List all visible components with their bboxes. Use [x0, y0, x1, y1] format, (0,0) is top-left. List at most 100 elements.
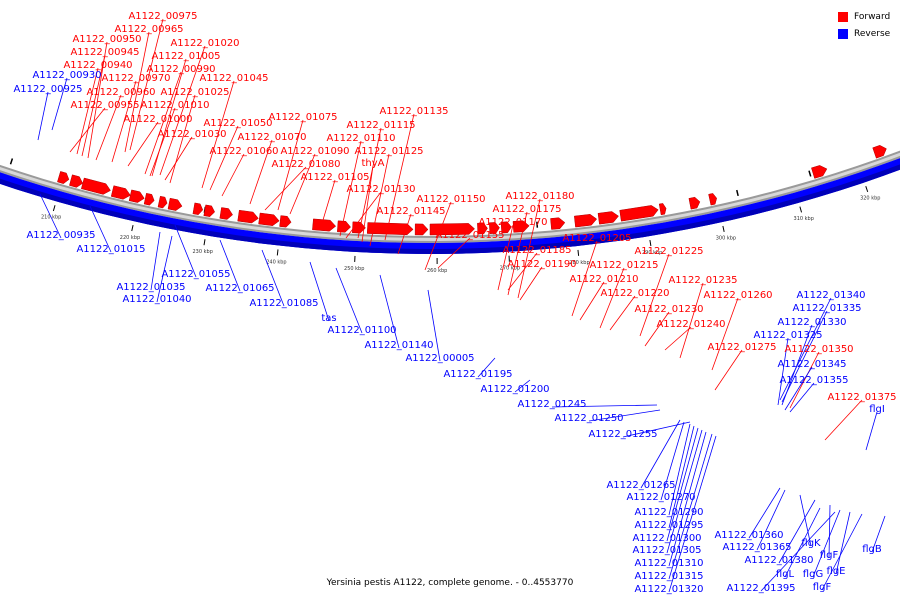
tick-label: 270 kbp: [500, 266, 520, 272]
reverse-gene-label: A1122_01065: [205, 283, 274, 294]
forward-gene: [688, 196, 701, 210]
leader-line: [51, 77, 68, 131]
legend-reverse: Reverse: [838, 25, 890, 42]
tick-label: 300 kbp: [716, 236, 736, 242]
forward-gene-label: A1122_01125: [354, 146, 423, 157]
forward-gene-label: A1122_01130: [346, 184, 415, 195]
forward-gene: [597, 211, 619, 225]
leader-line: [144, 71, 182, 175]
leader-line: [777, 337, 789, 406]
reverse-gene-label: A1122_01195: [443, 369, 512, 380]
reverse-gene-label: A1122_01310: [634, 558, 703, 569]
tick-mark: [865, 186, 869, 193]
forward-gene-label: A1122_01185: [502, 245, 571, 256]
reverse-gene-label: A1122_01340: [796, 290, 865, 301]
forward-gene-label: A1122_01230: [634, 304, 703, 315]
forward-gene: [80, 177, 111, 195]
forward-gene-label: A1122_01235: [668, 275, 737, 286]
leader-line: [778, 499, 816, 564]
leader-line: [345, 191, 382, 239]
leader-line: [335, 267, 363, 334]
leader-line: [39, 193, 62, 239]
leader-line: [639, 253, 670, 337]
leader-line: [339, 140, 362, 237]
leader-line: [571, 240, 598, 317]
leader-line: [599, 267, 625, 329]
forward-gene: [128, 189, 145, 203]
reverse-gene-label: A1122_01255: [588, 429, 657, 440]
leader-line: [209, 125, 239, 191]
reverse-gene-label: A1122_01305: [632, 545, 701, 556]
reverse-gene-label: A1122_01270: [626, 492, 695, 503]
forward-gene-label: A1122_01175: [492, 204, 561, 215]
tick-label: 220 kbp: [120, 235, 140, 241]
leader-line: [69, 107, 106, 153]
forward-gene: [203, 204, 216, 217]
leader-line: [812, 509, 841, 578]
leader-line: [871, 515, 886, 553]
forward-gene: [658, 203, 667, 216]
backbone-gray: [0, 150, 900, 243]
forward-swatch: [838, 11, 848, 22]
reverse-gene-label: A1122_01100: [327, 325, 396, 336]
forward-gene-label: A1122_01205: [562, 233, 631, 244]
leader-line: [514, 379, 531, 393]
reverse-gene-label: flgF: [813, 582, 832, 593]
forward-gene-label: A1122_01275: [707, 342, 776, 353]
forward-gene-label: A1122_01145: [376, 206, 445, 217]
forward-gene: [872, 145, 887, 159]
leader-line: [756, 489, 786, 551]
forward-gene: [489, 222, 500, 234]
leader-line: [437, 237, 471, 269]
forward-gene-label: A1122_01050: [203, 118, 272, 129]
leader-line: [579, 281, 605, 321]
leader-line: [89, 205, 112, 253]
forward-gene-label: A1122_01240: [656, 319, 725, 330]
leader-line: [357, 127, 382, 239]
forward-gene: [811, 165, 828, 179]
leader-line: [156, 235, 173, 303]
tick-label: 240 kbp: [266, 259, 286, 265]
forward-gene-label: A1122_01260: [703, 290, 772, 301]
forward-gene-label: A1122_01000: [123, 114, 192, 125]
reverse-gene-label: A1122_01300: [632, 533, 701, 544]
legend-reverse-label: Reverse: [854, 28, 891, 39]
forward-gene: [500, 221, 512, 234]
leader-line: [369, 153, 390, 247]
leader-line: [201, 80, 235, 189]
forward-gene-label: A1122_01025: [160, 87, 229, 98]
forward-gene: [312, 218, 337, 232]
leader-line: [264, 166, 307, 211]
tick-label: 310 kbp: [794, 216, 814, 222]
forward-gene-label: A1122_01060: [209, 146, 278, 157]
leader-line: [397, 213, 412, 255]
reverse-gene-label: A1122_01395: [726, 583, 795, 594]
leader-line: [666, 429, 703, 554]
tick-mark: [131, 225, 134, 232]
leader-line: [219, 239, 241, 292]
leader-line: [37, 91, 49, 141]
leader-line: [711, 297, 739, 371]
reverse-gene-label: flgB: [862, 544, 882, 555]
reverse-gene-label: A1122_01345: [777, 359, 846, 370]
forward-gene-label: A1122_01030: [157, 129, 226, 140]
leader-line: [124, 31, 150, 153]
leader-line: [507, 211, 528, 296]
genes: [57, 145, 887, 236]
leader-line: [174, 224, 197, 278]
leader-line: [668, 423, 691, 516]
backbone: [0, 150, 900, 254]
forward-gene: [429, 223, 475, 236]
leader-line: [111, 80, 137, 163]
reverse-gene-label: A1122_01380: [744, 555, 813, 566]
leader-line: [784, 507, 821, 578]
forward-gene-label: A1122_01170: [478, 217, 547, 228]
forward-gene: [337, 220, 351, 233]
leader-line: [835, 511, 851, 575]
leader-line: [129, 18, 164, 151]
leader-line: [424, 201, 452, 271]
reverse-gene-label: flgI: [869, 404, 885, 415]
leader-line: [76, 67, 99, 155]
leader-line: [748, 487, 781, 539]
